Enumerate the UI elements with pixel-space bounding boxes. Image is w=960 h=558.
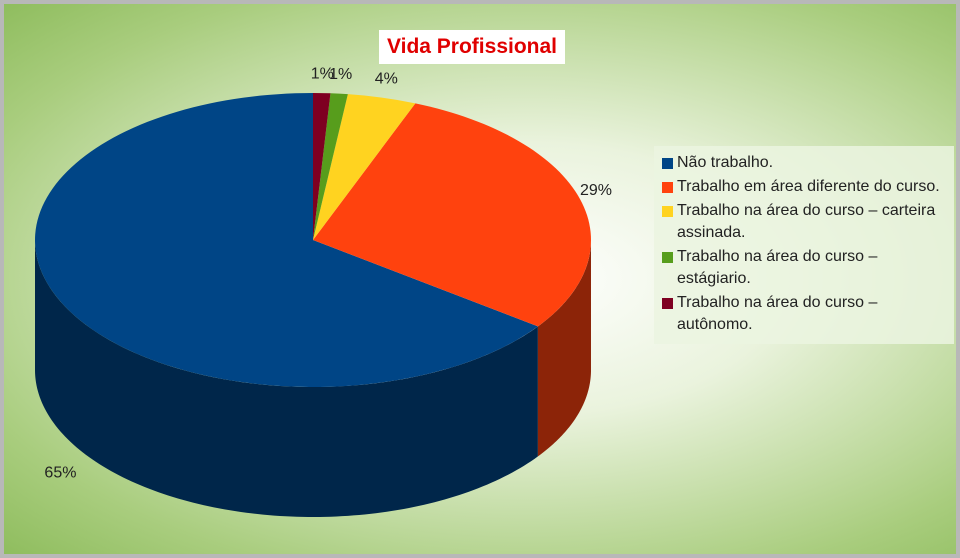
chart-title: Vida Profissional [379,30,565,64]
slice-top [313,93,348,240]
legend-label: Não trabalho. [677,154,774,171]
slice-top [313,93,331,240]
legend-swatch [662,206,673,217]
legend-item: Trabalho na área do curso – autônomo. [658,292,950,336]
pie-area: 65% 29% 4% 1%1% [34,66,612,517]
legend-item: Trabalho na área do curso – estágiario. [658,246,950,290]
data-label: 1% [329,66,352,83]
legend-label: Trabalho na área do curso – carteira ass… [677,202,936,241]
legend: Não trabalho. Trabalho em área diferente … [654,146,954,344]
slice-side [537,241,591,457]
slice [313,93,348,240]
legend-swatch [662,298,673,309]
legend-label: Trabalho em área diferente do curso. [677,178,940,195]
legend-item: Não trabalho. [658,152,950,174]
slice [313,93,331,240]
legend-swatch [662,182,673,193]
legend-label: Trabalho na área do curso – autônomo. [677,294,878,333]
slice [313,103,591,457]
slice [313,94,416,240]
legend-label: Trabalho na área do curso – estágiario. [677,248,878,287]
slice [34,92,538,517]
data-label: 29% [580,182,612,199]
legend-item: Trabalho na área do curso – carteira ass… [658,200,950,244]
slice-top [313,94,416,240]
data-label: 4% [375,71,398,88]
slice-top [313,103,591,327]
data-label: 65% [44,465,76,482]
legend-item: Trabalho em área diferente do curso. [658,176,950,198]
slice-top [34,92,538,388]
data-label: 1% [311,66,334,83]
slice-side [35,240,538,517]
legend-swatch [662,252,673,263]
legend-swatch [662,158,673,169]
